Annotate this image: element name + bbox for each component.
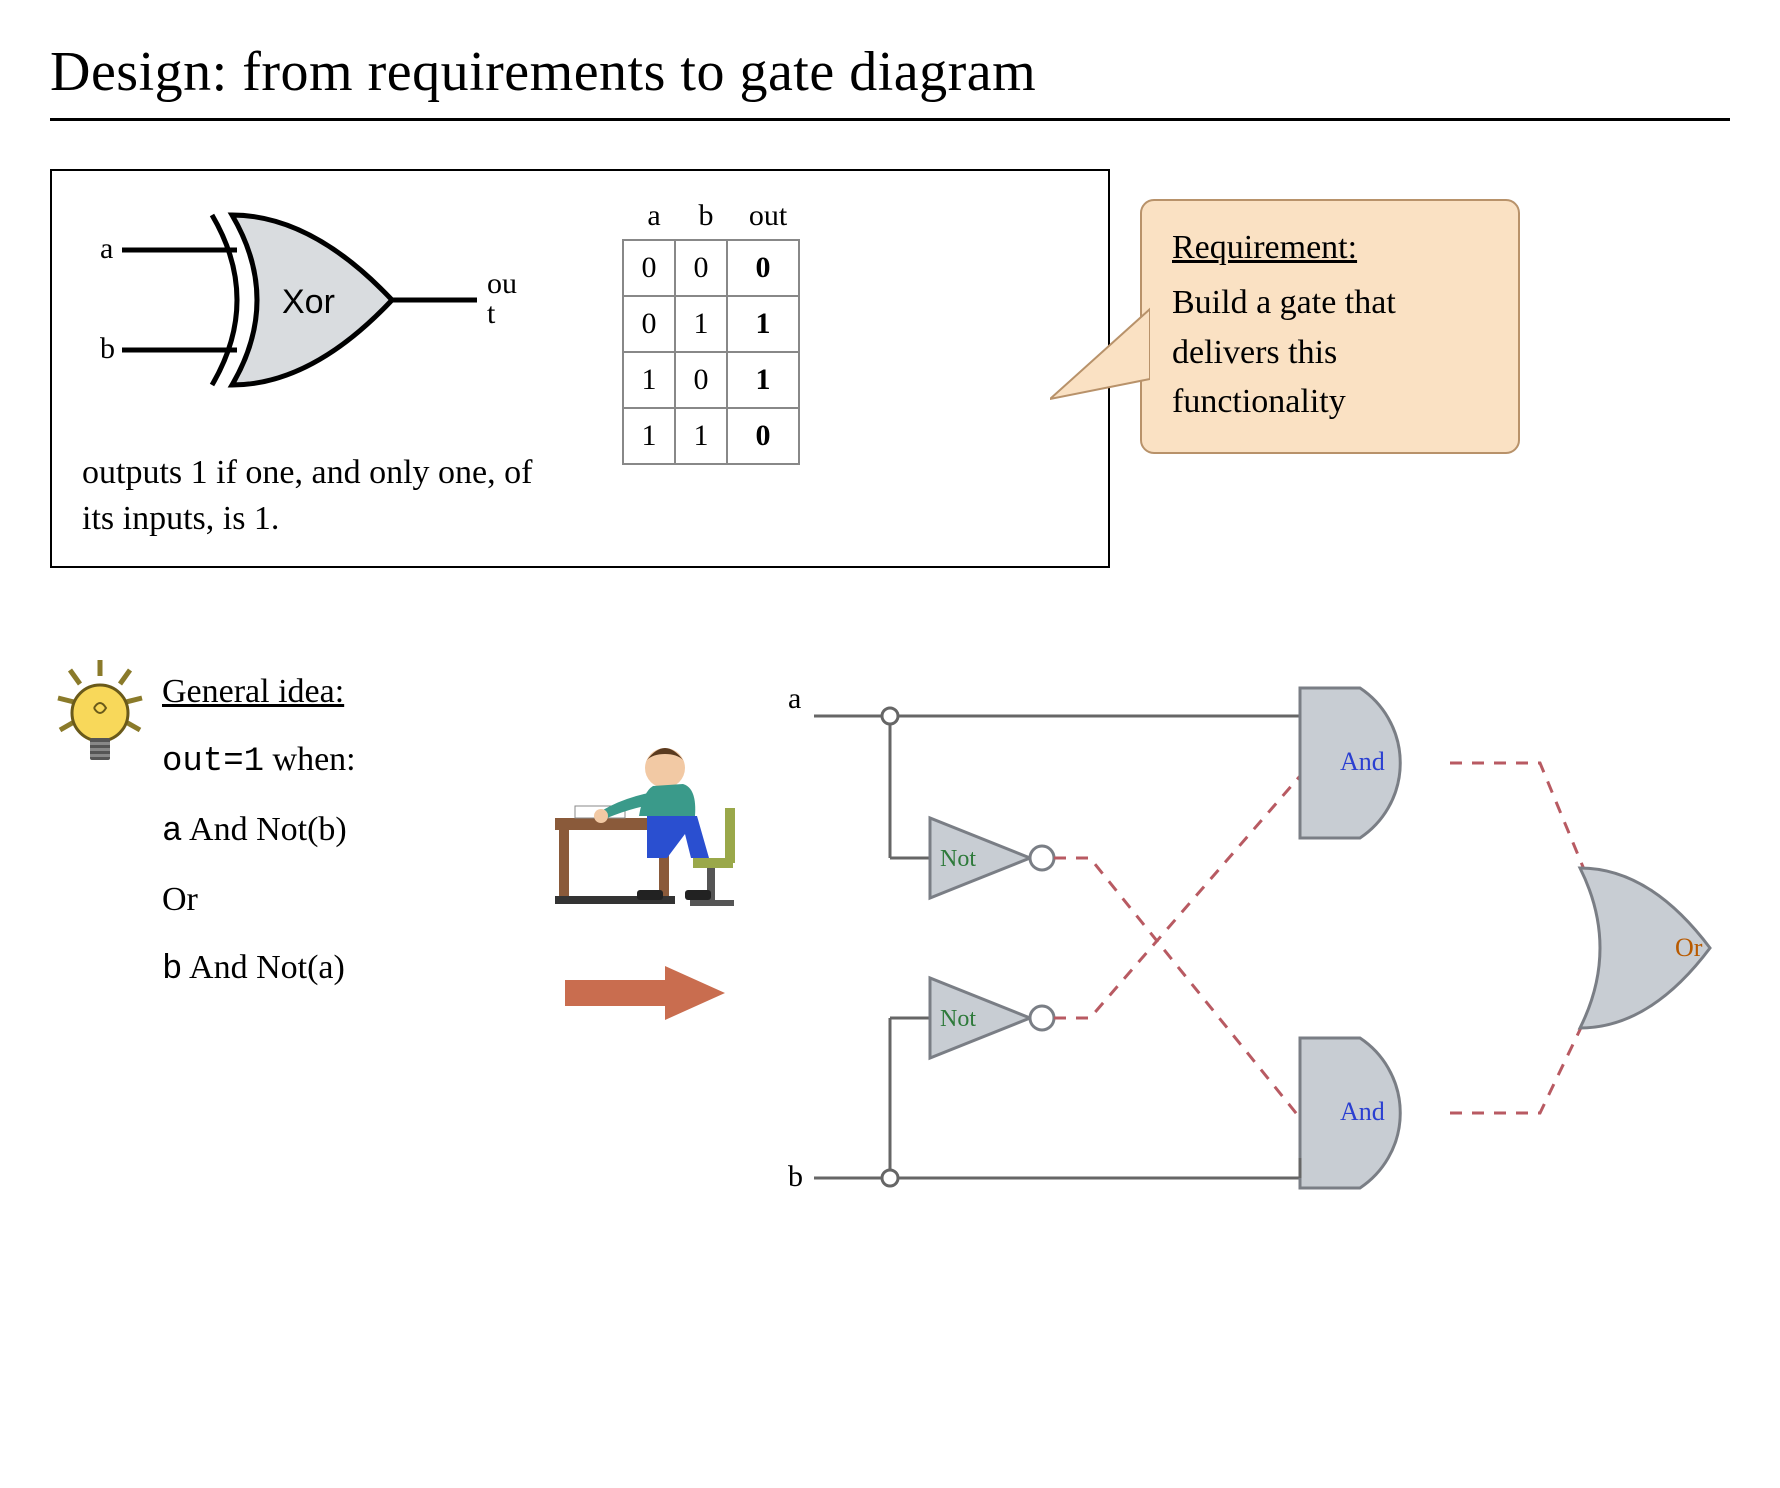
callout-pointer-icon	[1050, 289, 1150, 409]
svg-text:b: b	[788, 1160, 803, 1193]
callout-title: Requirement:	[1172, 223, 1488, 272]
table-row: 110	[623, 408, 799, 464]
xor-caption: outputs 1 if one, and only one, of its i…	[82, 450, 562, 542]
truth-table-area: a b out 000 011 101 110	[622, 195, 804, 465]
idea-text: General idea: out=1 when: a And Not(b) O…	[162, 658, 356, 1004]
svg-text:Or: Or	[1675, 933, 1703, 962]
arrow-right-icon	[555, 958, 735, 1028]
mid-column	[521, 658, 770, 1028]
truth-table: 000 011 101 110	[622, 239, 800, 465]
callout-body: Build a gate that delivers this function…	[1172, 284, 1396, 420]
svg-text:ou: ou	[487, 267, 517, 300]
requirement-callout: Requirement: Build a gate that delivers …	[1140, 199, 1520, 454]
table-row: 011	[623, 296, 799, 352]
idea-column: General idea: out=1 when: a And Not(b) O…	[50, 658, 511, 1004]
svg-text:And: And	[1340, 747, 1385, 776]
page-title: Design: from requirements to gate diagra…	[50, 40, 1730, 104]
person-at-desk-icon	[535, 718, 755, 938]
spec-box: a b Xor ou t outputs 1 if one, and only …	[50, 169, 1110, 568]
top-row: a b Xor ou t outputs 1 if one, and only …	[50, 169, 1730, 568]
truth-headers: a b out	[622, 199, 804, 233]
svg-text:a: a	[788, 682, 801, 715]
svg-text:And: And	[1340, 1097, 1385, 1126]
svg-text:Not: Not	[940, 846, 976, 872]
svg-text:b: b	[100, 332, 115, 365]
xor-gate-icon: a b Xor ou t	[82, 195, 562, 425]
xor-gate-area: a b Xor ou t outputs 1 if one, and only …	[82, 195, 562, 542]
svg-text:Not: Not	[940, 1006, 976, 1032]
title-rule	[50, 118, 1730, 121]
svg-text:Xor: Xor	[282, 283, 335, 321]
bottom-row: General idea: out=1 when: a And Not(b) O…	[50, 658, 1730, 1223]
lightbulb-icon	[50, 658, 150, 788]
circuit-diagram: a b Not Not	[780, 658, 1730, 1223]
table-row: 101	[623, 352, 799, 408]
svg-text:t: t	[487, 297, 496, 330]
svg-text:a: a	[100, 232, 113, 265]
table-row: 000	[623, 240, 799, 296]
